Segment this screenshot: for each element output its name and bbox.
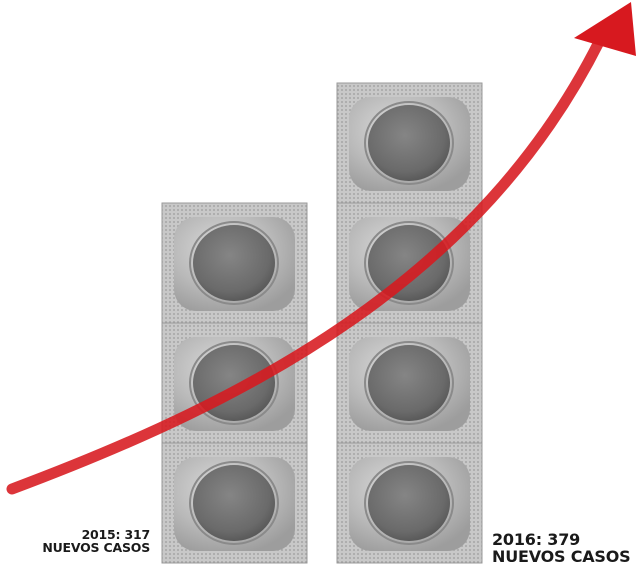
label-2016: 2016: 379 NUEVOS CASOS [492, 530, 631, 566]
condom-packet-icon [161, 202, 308, 324]
condom-packet-icon [161, 442, 308, 564]
condom-packet-icon [336, 442, 483, 564]
condom-packet-icon [161, 322, 308, 444]
label-2015-unit: NUEVOS CASOS [42, 540, 150, 556]
label-2016-value: 2016: 379 [492, 530, 581, 549]
bar-2015 [161, 202, 308, 564]
trend-arrow-shaft [6, 34, 606, 495]
pictogram-bars [161, 82, 483, 564]
label-2015-value: 2015: 317 [81, 527, 151, 542]
bar-2016 [336, 82, 483, 564]
trend-arrow-head [574, 2, 636, 56]
label-2016-unit: NUEVOS CASOS [492, 546, 631, 566]
label-2015: 2015: 317 NUEVOS CASOS [42, 528, 150, 554]
condom-packet-icon [336, 202, 483, 324]
condom-packet-icon [336, 82, 483, 204]
condom-packet-icon [336, 322, 483, 444]
trend-arrow [6, 2, 636, 495]
